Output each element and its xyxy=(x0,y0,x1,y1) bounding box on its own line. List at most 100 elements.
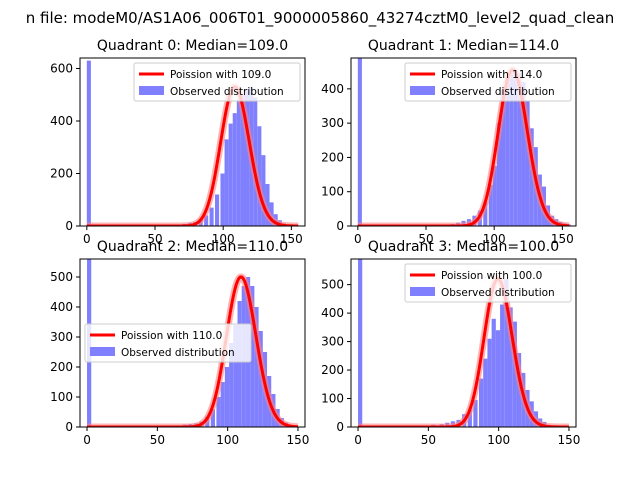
legend-box xyxy=(84,323,252,363)
legend-hist-swatch xyxy=(90,347,115,356)
y-tick-label: 400 xyxy=(50,300,73,314)
y-tick-label: 100 xyxy=(321,392,344,406)
y-tick-label: 600 xyxy=(50,62,73,76)
histogram-bar xyxy=(473,399,478,427)
histogram-bar xyxy=(224,367,230,427)
legend-hist-swatch xyxy=(410,287,435,296)
legend: Poission with 114.0 Observed distribution xyxy=(404,62,572,102)
y-tick-label: 400 xyxy=(321,306,344,320)
y-tick-label: 200 xyxy=(321,150,344,164)
legend-poisson-label: Poission with 110.0 xyxy=(121,330,222,342)
histogram-bar xyxy=(492,166,497,226)
y-tick-label: 200 xyxy=(321,363,344,377)
histogram-bar xyxy=(529,128,534,226)
histogram-bar xyxy=(504,278,509,427)
histogram-bar xyxy=(513,70,518,226)
x-tick-label: 150 xyxy=(287,433,310,447)
y-tick-label: 0 xyxy=(65,420,73,434)
x-tick-label: 50 xyxy=(147,232,162,246)
subplot-quadrant-3: 0 50 100 150 0 100 200 300 400 500 Quadrant 3: Med… xyxy=(321,239,580,447)
y-tick-label: 0 xyxy=(336,219,344,233)
axes-frame xyxy=(79,258,306,428)
poisson-band xyxy=(84,83,301,226)
y-tick-label: 300 xyxy=(50,330,73,344)
x-tick-label: 150 xyxy=(280,232,303,246)
histogram-bar xyxy=(209,207,214,226)
legend-box xyxy=(404,62,572,102)
histogram-bar xyxy=(509,71,514,226)
legend-box xyxy=(133,62,301,102)
subplot-quadrant-0: 0 50 100 150 0 200 400 600 Quadrant 0: Median=10… xyxy=(50,38,306,246)
legend-hist-label: Observed distribution xyxy=(441,287,555,299)
histogram-bar xyxy=(496,123,501,226)
y-tick-label: 0 xyxy=(336,420,344,434)
histogram-bar xyxy=(500,304,505,427)
x-tick-label: 100 xyxy=(212,232,235,246)
x-tick-label: 0 xyxy=(83,232,91,246)
legend-hist-label: Observed distribution xyxy=(121,347,235,359)
x-tick-label: 0 xyxy=(83,433,91,447)
histogram-bar xyxy=(216,397,221,427)
histogram-bar xyxy=(467,409,472,427)
legend-poisson-label: Poission with 114.0 xyxy=(441,69,542,81)
x-tick-label: 50 xyxy=(418,232,433,246)
y-tick-label: 200 xyxy=(50,167,73,181)
subplot-grid: 0 50 100 150 0 200 400 600 Quadrant 0: Median=10… xyxy=(50,38,580,447)
histogram-bar xyxy=(483,358,488,427)
histogram-bar xyxy=(488,184,493,226)
histogram-bar xyxy=(250,286,255,427)
legend: Poission with 109.0 Observed distribution xyxy=(133,62,301,102)
axes-frame xyxy=(350,57,577,227)
histogram-bar xyxy=(521,82,526,226)
axes-frame xyxy=(350,258,577,428)
y-tick-label: 300 xyxy=(321,335,344,349)
x-tick-label: 100 xyxy=(216,433,239,447)
legend: Poission with 110.0 Observed distribution xyxy=(84,323,252,363)
histogram-bar xyxy=(525,100,530,226)
legend-poisson-label: Poission with 109.0 xyxy=(170,69,271,81)
histogram-bar xyxy=(204,215,209,226)
x-tick-label: 0 xyxy=(354,232,362,246)
subplot-quadrant-1: 0 50 100 150 0 100 200 300 400 Quadrant 1: Median… xyxy=(321,38,577,246)
histogram-bar xyxy=(245,89,250,226)
legend-poisson-label: Poission with 100.0 xyxy=(441,270,542,282)
histogram-bar xyxy=(254,307,259,427)
histogram-bar xyxy=(491,318,496,427)
legend-box xyxy=(404,263,572,303)
y-tick-label: 0 xyxy=(65,219,73,233)
legend-hist-label: Observed distribution xyxy=(170,86,284,98)
histogram-bar xyxy=(220,173,225,226)
y-tick-label: 200 xyxy=(50,360,73,374)
poisson-curve xyxy=(357,277,570,427)
legend-hist-swatch xyxy=(410,86,435,95)
x-tick-label: 150 xyxy=(551,232,574,246)
histogram-bar xyxy=(261,155,266,226)
x-tick-label: 100 xyxy=(483,232,506,246)
poisson-curve xyxy=(86,85,299,226)
y-tick-label: 400 xyxy=(50,114,73,128)
histogram-bar xyxy=(237,301,242,427)
figure-title: n file: modeM0/AS1A06_006T01_9000005860_… xyxy=(26,9,615,28)
histogram-bar xyxy=(224,139,229,226)
x-tick-label: 50 xyxy=(421,433,436,447)
subplot-title: Quadrant 1: Median=114.0 xyxy=(368,38,559,54)
y-tick-label: 300 xyxy=(321,116,344,130)
histogram-bar xyxy=(357,58,362,226)
legend: Poission with 100.0 Observed distribution xyxy=(404,263,572,303)
histogram-bar xyxy=(508,307,513,427)
histogram-bar xyxy=(236,100,241,226)
y-tick-label: 500 xyxy=(321,278,344,292)
histogram-bar xyxy=(483,202,488,226)
histogram-bar xyxy=(487,338,492,427)
subplot-title: Quadrant 3: Median=100.0 xyxy=(368,239,559,255)
histogram-bar xyxy=(505,76,510,226)
histogram-bar xyxy=(228,123,233,226)
histogram-bar xyxy=(232,113,237,226)
histogram-bar xyxy=(501,90,506,226)
subplot-quadrant-2: 0 50 100 150 0 100 200 300 400 500 Quadrant 2: Med… xyxy=(50,239,309,447)
histogram-bar xyxy=(210,409,215,427)
plot-area xyxy=(84,60,301,226)
histogram-bar xyxy=(495,330,501,427)
histogram-bar xyxy=(86,60,91,226)
